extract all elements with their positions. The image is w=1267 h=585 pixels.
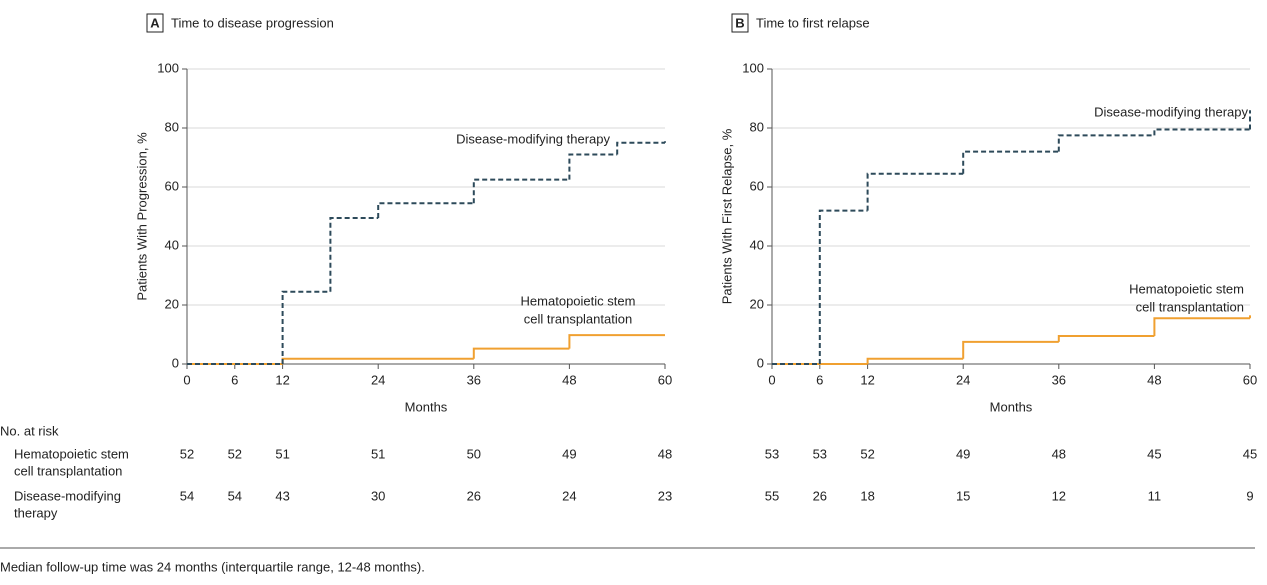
panel-letter: A <box>150 15 160 30</box>
at-risk-count: 23 <box>658 488 672 503</box>
step-line <box>1153 128 1250 136</box>
y-tick-label: 80 <box>750 119 764 134</box>
risk-row-label: cell transplantation <box>14 463 122 478</box>
x-tick-label: 12 <box>275 372 289 387</box>
y-tick-label: 0 <box>172 355 179 370</box>
at-risk-count: 15 <box>956 488 970 503</box>
series-label: Hematopoietic stem <box>521 293 636 308</box>
y-tick-label: 20 <box>750 296 764 311</box>
series-label: Hematopoietic stem <box>1129 281 1244 296</box>
y-tick-label: 80 <box>165 119 179 134</box>
step-line <box>962 150 1059 174</box>
at-risk-count: 12 <box>1052 488 1066 503</box>
step-line <box>866 172 964 211</box>
x-tick-label: 0 <box>183 372 190 387</box>
y-tick-label: 60 <box>750 178 764 193</box>
y-tick-label: 100 <box>157 60 179 75</box>
at-risk-count: 45 <box>1243 446 1257 461</box>
x-tick-label: 48 <box>562 372 576 387</box>
at-risk-count: 48 <box>1052 446 1066 461</box>
at-risk-count: 45 <box>1147 446 1161 461</box>
step-line <box>1057 134 1155 152</box>
panel-box <box>146 13 164 33</box>
x-tick-label: 0 <box>768 372 775 387</box>
step-line <box>818 209 868 364</box>
x-tick-label: 6 <box>231 372 238 387</box>
panel-letter: B <box>735 15 744 30</box>
footnote: Median follow-up time was 24 months (int… <box>0 559 425 574</box>
x-tick-label: 24 <box>371 372 385 387</box>
step-line <box>568 153 618 180</box>
risk-title: No. at risk <box>0 423 59 438</box>
series-label: cell transplantation <box>524 311 632 326</box>
at-risk-count: 52 <box>860 446 874 461</box>
series-label: Disease-modifying therapy <box>1094 104 1248 119</box>
step-line <box>329 216 379 292</box>
step-line <box>568 334 665 349</box>
at-risk-count: 26 <box>467 488 481 503</box>
at-risk-count: 53 <box>765 446 779 461</box>
panel-title: Time to first relapse <box>756 15 870 30</box>
step-line <box>866 357 964 364</box>
x-tick-label: 36 <box>467 372 481 387</box>
step-line <box>962 340 1059 359</box>
y-tick-label: 60 <box>165 178 179 193</box>
x-tick-label: 48 <box>1147 372 1161 387</box>
y-tick-label: 20 <box>165 296 179 311</box>
y-tick-label: 40 <box>750 237 764 252</box>
series-label: Disease-modifying therapy <box>456 131 610 146</box>
at-risk-count: 11 <box>1148 488 1162 503</box>
step-line <box>472 178 570 204</box>
x-tick-label: 60 <box>1243 372 1257 387</box>
y-axis-label: Patients With First Relapse, % <box>719 128 734 304</box>
at-risk-count: 52 <box>180 446 194 461</box>
at-risk-count: 53 <box>813 446 827 461</box>
panel-box <box>731 13 749 33</box>
panel-title: Time to disease progression <box>171 15 334 30</box>
step-line <box>281 357 474 364</box>
at-risk-count: 54 <box>228 488 242 503</box>
at-risk-count: 24 <box>562 488 576 503</box>
x-tick-label: 24 <box>956 372 970 387</box>
at-risk-count: 50 <box>467 446 481 461</box>
x-tick-label: 60 <box>658 372 672 387</box>
step-line <box>616 141 665 155</box>
x-axis-label: Months <box>405 399 448 414</box>
at-risk-count: 55 <box>765 488 779 503</box>
at-risk-count: 49 <box>956 446 970 461</box>
at-risk-count: 9 <box>1246 488 1253 503</box>
at-risk-count: 18 <box>860 488 874 503</box>
at-risk-count: 51 <box>275 446 289 461</box>
x-tick-label: 6 <box>816 372 823 387</box>
at-risk-count: 49 <box>562 446 576 461</box>
step-line <box>377 202 474 218</box>
step-line <box>472 347 570 359</box>
x-axis-label: Months <box>990 399 1033 414</box>
at-risk-count: 52 <box>228 446 242 461</box>
y-tick-label: 0 <box>757 355 764 370</box>
risk-row-label: therapy <box>14 505 58 520</box>
x-tick-label: 36 <box>1052 372 1066 387</box>
y-axis-label: Patients With Progression, % <box>134 132 149 301</box>
at-risk-count: 54 <box>180 488 194 503</box>
step-line <box>1057 334 1155 342</box>
risk-row-label: Hematopoietic stem <box>14 446 129 461</box>
step-line <box>1153 317 1250 336</box>
series-label: cell transplantation <box>1136 299 1244 314</box>
at-risk-count: 51 <box>371 446 385 461</box>
step-line <box>281 290 331 364</box>
x-tick-label: 12 <box>860 372 874 387</box>
y-tick-label: 40 <box>165 237 179 252</box>
at-risk-count: 26 <box>813 488 827 503</box>
at-risk-count: 43 <box>275 488 289 503</box>
y-tick-label: 100 <box>742 60 764 75</box>
at-risk-count: 48 <box>658 446 672 461</box>
risk-row-label: Disease-modifying <box>14 488 121 503</box>
at-risk-count: 30 <box>371 488 385 503</box>
